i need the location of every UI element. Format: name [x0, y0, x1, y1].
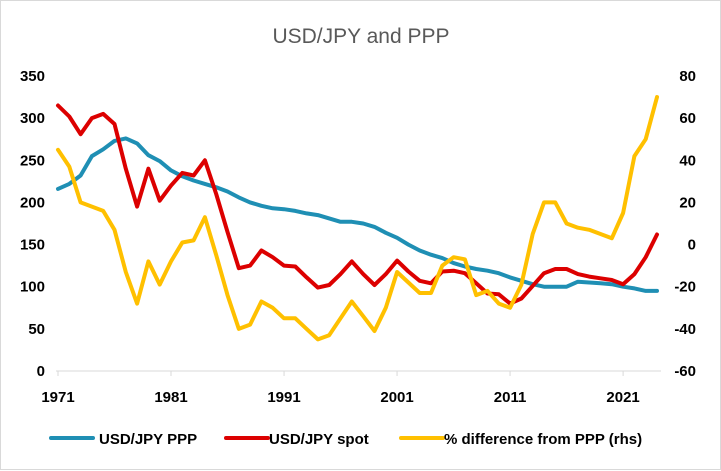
- legend: USD/JPY PPP USD/JPY spot % difference from…: [49, 431, 642, 448]
- x-tick-label: 1991: [267, 389, 300, 406]
- series-line-1: [56, 136, 659, 293]
- series-layer: [56, 95, 659, 342]
- left-tick-label: 50: [28, 321, 45, 338]
- left-tick-label: 250: [20, 152, 45, 169]
- x-axis-ticks: 1971 1981 1991 2001 2011 2021: [41, 371, 640, 406]
- x-tick-label: 1971: [41, 389, 74, 406]
- right-tick-label: -20: [674, 279, 696, 296]
- right-tick-label: 0: [688, 237, 696, 254]
- legend-label-1: USD/JPY PPP: [99, 431, 197, 448]
- right-tick-label: 60: [679, 110, 696, 127]
- left-tick-label: 0: [37, 363, 45, 380]
- left-axis-ticks: 0 50 100 150 200 250 300 350: [20, 68, 45, 380]
- legend-label-2: USD/JPY spot: [269, 431, 369, 448]
- x-tick-label: 2011: [494, 389, 527, 406]
- legend-label-3: % difference from PPP (rhs): [444, 431, 642, 448]
- left-tick-label: 150: [20, 237, 45, 254]
- series-line-2: [56, 103, 659, 306]
- right-tick-label: -40: [674, 321, 696, 338]
- x-tick-label: 2021: [606, 389, 639, 406]
- left-tick-label: 100: [20, 279, 45, 296]
- left-tick-label: 300: [20, 110, 45, 127]
- series-line-3: [56, 95, 659, 342]
- x-tick-label: 1981: [154, 389, 187, 406]
- right-tick-label: 80: [679, 68, 696, 85]
- right-tick-label: -60: [674, 363, 696, 380]
- chart-title: USD/JPY and PPP: [272, 25, 449, 48]
- right-axis-ticks: -60 -40 -20 0 20 40 60 80: [674, 68, 696, 380]
- left-tick-label: 200: [20, 194, 45, 211]
- right-tick-label: 20: [679, 194, 696, 211]
- left-tick-label: 350: [20, 68, 45, 85]
- right-tick-label: 40: [679, 152, 696, 169]
- x-tick-label: 2001: [380, 389, 413, 406]
